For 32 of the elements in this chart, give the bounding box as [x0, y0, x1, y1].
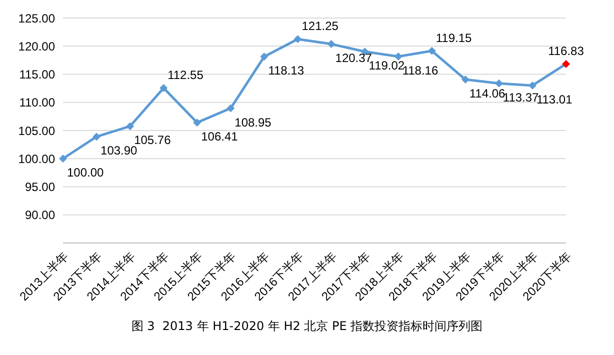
- y-tick-label: 120.00: [18, 39, 56, 54]
- y-tick-label: 125.00: [18, 11, 56, 26]
- point: [193, 118, 202, 127]
- data-label: 108.95: [234, 115, 272, 130]
- y-tick-label: 115.00: [19, 68, 56, 82]
- data-label: 112.55: [168, 68, 204, 82]
- data-label: 118.13: [268, 64, 304, 78]
- y-tick-label: 100.00: [18, 152, 56, 166]
- point: [160, 84, 168, 92]
- text: 图 3 2013 年 H1-2020 年 H2 北京 PE 指数投资指标时间序列图: [130, 318, 484, 335]
- y-tick-label: 105.00: [18, 124, 56, 138]
- data-label: 119.15: [436, 30, 472, 45]
- data-label: 100.00: [67, 166, 104, 180]
- point: [126, 122, 134, 130]
- y-tick-label: 90.00: [24, 208, 56, 222]
- point: [461, 76, 470, 84]
- point: [562, 60, 570, 68]
- point: [394, 52, 402, 60]
- point: [92, 132, 101, 141]
- data-label: 116.83: [548, 44, 584, 58]
- data-label: 106.41: [201, 130, 238, 144]
- point: [59, 154, 67, 163]
- data-label: 119.02: [368, 58, 405, 73]
- data-label: 121.25: [302, 19, 339, 34]
- y-tick-label: 110.00: [19, 96, 56, 110]
- point: [226, 104, 235, 112]
- point: [428, 46, 436, 55]
- point: [294, 35, 302, 44]
- point: [327, 40, 336, 48]
- point: [260, 52, 268, 61]
- y-tick-label: 95.00: [24, 180, 56, 194]
- point: [494, 79, 503, 88]
